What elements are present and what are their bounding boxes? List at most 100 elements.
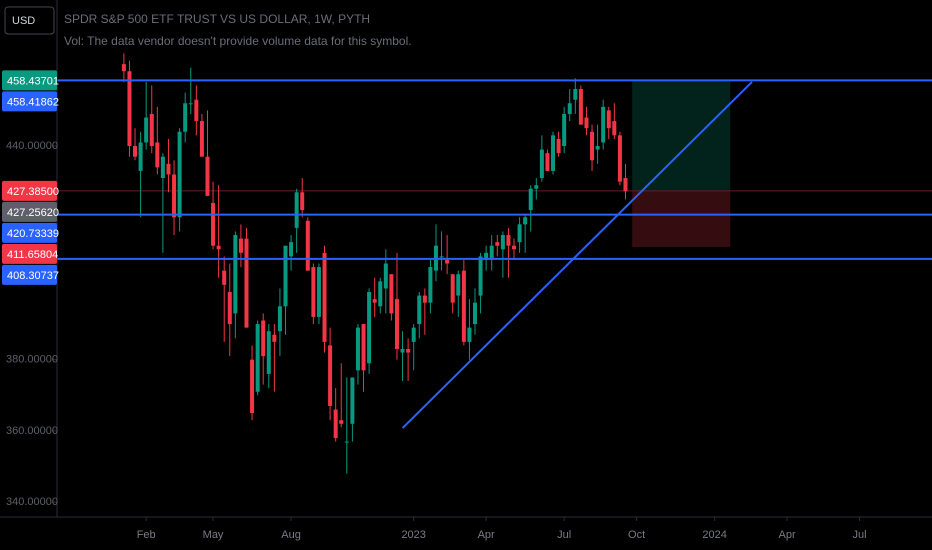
candle-body	[584, 117, 589, 129]
candle-body	[300, 192, 305, 211]
candle-body	[283, 245, 288, 307]
trend-line	[401, 81, 753, 429]
candle-body	[172, 174, 177, 218]
candle-body	[472, 302, 477, 325]
price-label-box	[2, 222, 57, 243]
candle-body	[601, 106, 606, 143]
candle-body	[372, 299, 377, 303]
x-tick-label: Aug	[281, 529, 301, 541]
candle-body	[294, 192, 299, 228]
candle-body	[216, 245, 221, 250]
candle-body	[595, 146, 600, 150]
candle-body	[322, 252, 327, 342]
candle-body	[316, 267, 321, 317]
candle-body	[199, 121, 204, 157]
candle-body	[227, 292, 232, 325]
candle-body	[612, 121, 617, 136]
stop-zone	[632, 190, 731, 247]
chart-subtitle: Vol: The data vendor doesn't provide vol…	[64, 34, 412, 48]
candle-body	[183, 103, 188, 132]
candle-body	[528, 188, 533, 211]
candle-body	[590, 131, 595, 161]
candle-body	[562, 113, 567, 147]
candle-body	[484, 252, 489, 260]
candle-body	[467, 327, 472, 342]
price-label: 427.25620	[7, 207, 59, 219]
y-tick-label: 340.00000	[6, 496, 58, 508]
candle-body	[512, 245, 517, 250]
axis-layer: 440.00000 380.00000 360.00000 340.00000 Feb M…	[2, 70, 867, 541]
x-tick-label: Oct	[628, 529, 645, 541]
price-label-box	[2, 264, 57, 285]
candle-body	[149, 113, 154, 147]
candle-body	[400, 348, 405, 353]
candle-body	[623, 178, 628, 192]
candle-body	[456, 274, 461, 296]
price-label: 420.73339	[7, 228, 59, 240]
candle-body	[355, 327, 360, 371]
candle-body	[361, 324, 366, 371]
currency-label[interactable]: USD	[12, 15, 35, 27]
candle-body	[255, 324, 260, 392]
price-label-box	[2, 91, 57, 112]
x-tick-label: Apr	[478, 529, 495, 541]
plot-area	[57, 53, 932, 474]
candle-body	[539, 149, 544, 179]
candle-body	[155, 142, 160, 168]
price-label: 411.65804	[7, 249, 58, 261]
y-tick-label: 380.00000	[6, 354, 58, 366]
price-label: 408.30737	[7, 270, 59, 282]
candle-body	[534, 185, 539, 189]
candle-body	[506, 235, 511, 246]
candle-body	[266, 331, 271, 374]
x-tick-label: Apr	[779, 529, 796, 541]
chart-title: SPDR S&P 500 ETF TRUST VS US DOLLAR, 1W,…	[64, 12, 370, 26]
x-tick-label: May	[203, 529, 224, 541]
candle-body	[378, 281, 383, 307]
x-tick-label: Jul	[557, 529, 571, 541]
candle-body	[573, 89, 578, 100]
candle-body	[411, 327, 416, 342]
price-label-box	[2, 243, 57, 264]
candle-body	[450, 274, 455, 303]
x-tick-label: 2023	[401, 529, 425, 541]
candle-body	[500, 235, 505, 250]
y-tick-label: 360.00000	[6, 425, 58, 437]
candle-body	[194, 99, 199, 122]
candle-body	[556, 138, 561, 154]
candle-body	[328, 345, 333, 406]
candle-body	[311, 267, 316, 317]
candle-body	[205, 156, 210, 196]
candle-body	[277, 306, 282, 332]
candle-body	[445, 259, 450, 264]
price-label: 427.38500	[7, 186, 59, 198]
candle-body	[222, 270, 227, 285]
candle-body	[138, 142, 143, 171]
x-tick-label: Jul	[853, 529, 867, 541]
price-label-box	[2, 201, 57, 222]
candle-body	[567, 103, 572, 114]
candle-body	[233, 235, 238, 314]
candle-body	[461, 270, 466, 342]
candle-body	[261, 320, 266, 357]
currency-button[interactable]	[4, 6, 55, 35]
candle-body	[250, 359, 255, 414]
candle-body	[428, 267, 433, 303]
y-tick-label: 440.00000	[6, 140, 58, 152]
candle-body	[517, 224, 522, 243]
candle-body	[333, 409, 338, 439]
candle-body	[367, 292, 372, 364]
candle-body	[478, 256, 483, 296]
candle-body	[160, 156, 165, 179]
candle-body	[344, 441, 349, 443]
candle-body	[523, 217, 528, 225]
candle-body	[289, 242, 294, 257]
x-tick-label: Feb	[137, 529, 156, 541]
candle-body	[383, 263, 388, 289]
candle-body	[422, 295, 427, 303]
candle-body	[606, 110, 611, 129]
price-label-box	[2, 70, 57, 91]
